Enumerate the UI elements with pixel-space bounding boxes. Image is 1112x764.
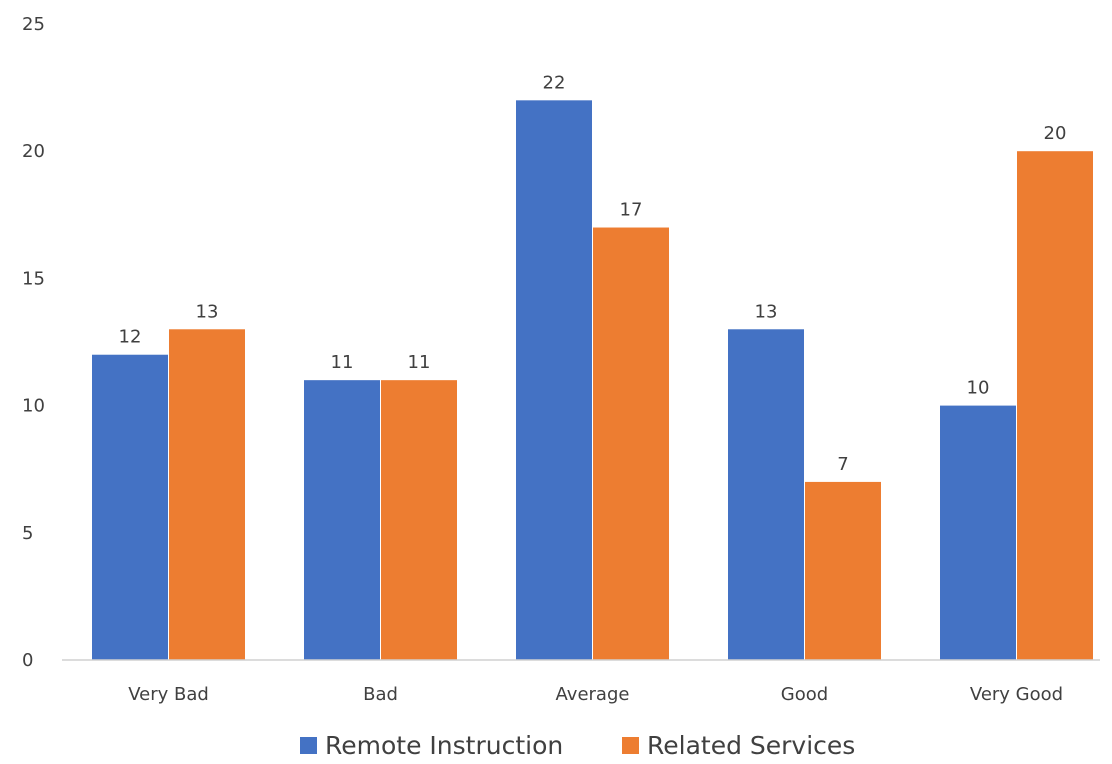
bar (516, 100, 592, 660)
legend-swatch (622, 737, 639, 754)
data-label: 13 (755, 301, 778, 322)
y-tick-label: 20 (22, 141, 45, 162)
legend-swatch (300, 737, 317, 754)
legend-label: Remote Instruction (325, 731, 563, 760)
data-label: 22 (543, 72, 566, 93)
y-tick-label: 10 (22, 396, 45, 417)
data-label: 13 (196, 301, 219, 322)
category-label: Very Good (970, 684, 1063, 705)
bar (940, 405, 1016, 660)
data-label: 7 (837, 454, 848, 475)
y-tick-label: 5 (22, 523, 33, 544)
category-label: Average (556, 684, 630, 705)
data-label: 11 (331, 352, 354, 373)
y-axis-ticks: 0 5 10 15 20 25 (22, 14, 45, 671)
bar (381, 380, 457, 660)
category-label: Good (781, 684, 828, 705)
legend-label: Related Services (647, 731, 855, 760)
category-label: Bad (363, 684, 398, 705)
category-label: Very Bad (128, 684, 209, 705)
data-labels: 12 13 11 11 22 17 13 7 10 20 (119, 72, 1067, 475)
y-tick-label: 15 (22, 268, 45, 289)
y-tick-label: 0 (22, 650, 33, 671)
data-label: 10 (967, 378, 990, 399)
bar (728, 329, 804, 660)
data-label: 17 (620, 200, 643, 221)
bar (593, 227, 669, 660)
bar (169, 329, 245, 660)
category-labels: Very Bad Bad Average Good Very Good (128, 684, 1063, 705)
data-label: 11 (408, 352, 431, 373)
y-tick-label: 25 (22, 14, 45, 35)
legend: Remote Instruction Related Services (300, 731, 855, 760)
bars (92, 100, 1093, 660)
data-label: 12 (119, 327, 142, 348)
bar (304, 380, 380, 660)
bar (92, 354, 168, 660)
data-label: 20 (1044, 123, 1067, 144)
bar (1017, 151, 1093, 660)
bar (805, 481, 881, 660)
